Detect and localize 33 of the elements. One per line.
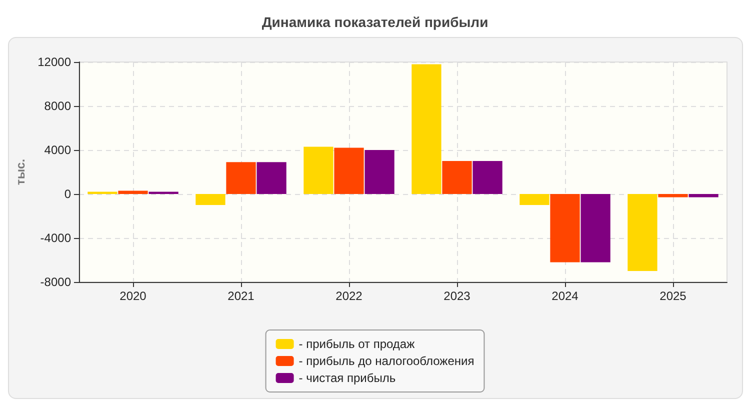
bar (550, 194, 580, 262)
legend-label: - чистая прибыль (298, 371, 396, 385)
y-tick-label: -4000 (40, 231, 72, 245)
x-tick-label: 2025 (660, 289, 687, 303)
x-tick-label: 2021 (228, 289, 255, 303)
bar (226, 162, 256, 194)
chart-title: Динамика показателей прибыли (262, 14, 488, 30)
bar (412, 64, 442, 194)
bar (472, 161, 502, 194)
bar (256, 162, 286, 194)
y-tick-label: 4000 (44, 143, 72, 157)
y-tick-label: 12000 (38, 55, 72, 69)
bar (628, 194, 658, 271)
bar (442, 161, 472, 194)
y-axis-title: тыс. (14, 158, 28, 186)
bar (304, 146, 334, 194)
y-tick-label: 0 (64, 187, 72, 201)
x-tick-label: 2023 (444, 289, 471, 303)
bar (334, 148, 364, 194)
y-tick-label: 8000 (44, 99, 72, 113)
bar (364, 150, 394, 194)
bar (520, 194, 550, 205)
x-tick-label: 2020 (120, 289, 147, 303)
x-tick-label: 2024 (552, 289, 579, 303)
bar (118, 190, 148, 194)
bar (580, 194, 610, 262)
legend-label: - прибыль от продаж (298, 337, 415, 351)
y-tick-label: -8000 (40, 275, 72, 289)
bar (196, 194, 226, 205)
x-tick-label: 2022 (336, 289, 363, 303)
bar (658, 194, 688, 198)
bar (688, 194, 718, 198)
legend-label: - прибыль до налогообложения (298, 354, 474, 368)
